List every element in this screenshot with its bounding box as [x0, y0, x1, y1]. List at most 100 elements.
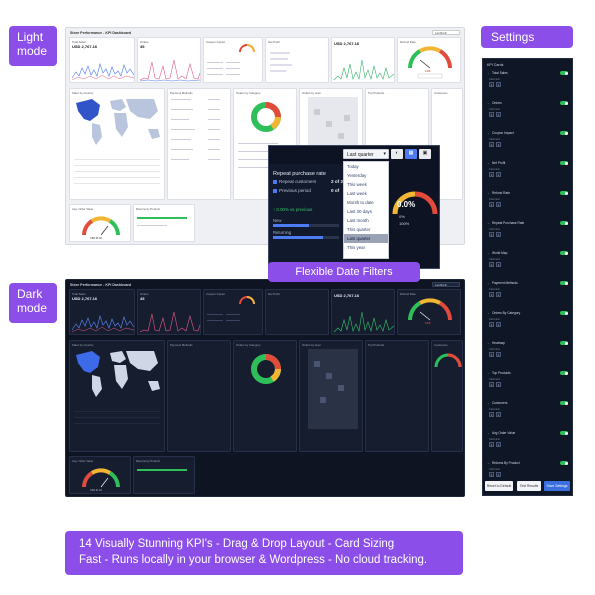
chevron-down-icon[interactable]: ⌄: [487, 461, 490, 465]
card-net-profit-chart[interactable]: USD 2,767.16: [331, 37, 395, 83]
width-stepper[interactable]: 1: [489, 442, 494, 447]
height-stepper[interactable]: 1: [496, 202, 501, 207]
card-net-profit[interactable]: Net Profit: [265, 37, 329, 83]
card-coupon-impact[interactable]: Coupon Impact: [203, 37, 263, 83]
card-payment-methods[interactable]: Payment Methods: [167, 88, 231, 200]
chevron-down-icon[interactable]: ⌄: [487, 341, 490, 345]
card-net-profit-chart[interactable]: USD 2,767.16: [331, 289, 395, 335]
height-stepper[interactable]: 1: [496, 232, 501, 237]
date-range-button[interactable]: Last Month: [432, 30, 460, 35]
settings-item[interactable]: ⌄ World Map Card size 1 1: [487, 251, 570, 273]
settings-item[interactable]: ⌄ Returns By Product Card size 1 1: [487, 461, 570, 483]
height-stepper[interactable]: 1: [496, 172, 501, 177]
height-stepper[interactable]: 1: [496, 292, 501, 297]
calendar-icon[interactable]: ▣: [419, 149, 431, 159]
settings-item[interactable]: ⌄ Customers Card size 1 1: [487, 401, 570, 423]
chevron-down-icon[interactable]: ⌄: [487, 161, 490, 165]
card-returns-by-product[interactable]: Returns by Product: [133, 204, 195, 242]
date-option[interactable]: Last quarter: [344, 234, 388, 243]
reset-default-button[interactable]: Reset to Default: [485, 481, 513, 491]
width-stepper[interactable]: 1: [489, 412, 494, 417]
date-option[interactable]: Last month: [347, 218, 369, 223]
card-top-products[interactable]: Top Products: [365, 340, 429, 452]
card-total-sales[interactable]: Total Sales USD 2,767.16: [69, 289, 135, 335]
width-stepper[interactable]: 1: [489, 232, 494, 237]
card-avg-order-value[interactable]: Avg. Order Value USD 61.49: [69, 204, 131, 242]
chevron-down-icon[interactable]: ⌄: [487, 251, 490, 255]
chevron-down-icon[interactable]: ⌄: [487, 311, 490, 315]
settings-item[interactable]: ⌄ Coupon Impact Card size 1 1: [487, 131, 570, 153]
date-option[interactable]: Month to date: [347, 200, 374, 205]
width-stepper[interactable]: 1: [489, 292, 494, 297]
card-sales-by-country[interactable]: Sales by Country: [69, 88, 165, 200]
height-stepper[interactable]: 1: [496, 442, 501, 447]
card-orders-by-category[interactable]: Orders by Category: [233, 88, 297, 200]
height-stepper[interactable]: 1: [496, 352, 501, 357]
height-stepper[interactable]: 1: [496, 382, 501, 387]
date-option[interactable]: This week: [347, 182, 367, 187]
visibility-toggle[interactable]: [560, 371, 568, 375]
height-stepper[interactable]: 1: [496, 262, 501, 267]
chevron-down-icon[interactable]: ⌄: [487, 281, 490, 285]
visibility-toggle[interactable]: [560, 71, 568, 75]
width-stepper[interactable]: 1: [489, 202, 494, 207]
checkbox-icon[interactable]: [273, 188, 277, 193]
settings-item[interactable]: ⌄ Total Sales Card size 1 1: [487, 71, 570, 93]
visibility-toggle[interactable]: [560, 131, 568, 135]
card-refund-rate[interactable]: Refund Rate 0.0%: [397, 37, 461, 83]
chevron-down-icon[interactable]: ⌄: [487, 221, 490, 225]
height-stepper[interactable]: 1: [496, 472, 501, 477]
settings-item[interactable]: ⌄ Top Products Card size 1 1: [487, 371, 570, 393]
card-sales-by-country[interactable]: Sales by Country: [69, 340, 165, 452]
visibility-toggle[interactable]: [560, 311, 568, 315]
chevron-down-icon[interactable]: ⌄: [487, 371, 490, 375]
height-stepper[interactable]: 1: [496, 322, 501, 327]
visibility-toggle[interactable]: [560, 281, 568, 285]
settings-item[interactable]: ⌄ Payment Methods Card size 1 1: [487, 281, 570, 303]
settings-item[interactable]: ⌄ Orders Card size 1 1: [487, 101, 570, 123]
settings-item[interactable]: ⌄ Refund Rate Card size 1 1: [487, 191, 570, 213]
date-range-select[interactable]: Last quarter ▾: [343, 149, 389, 159]
settings-item[interactable]: ⌄ Avg Order Value Card size 1 1: [487, 431, 570, 453]
settings-item[interactable]: ⌄ Orders By Category Card size 1 1: [487, 311, 570, 333]
height-stepper[interactable]: 1: [496, 112, 501, 117]
card-avg-order-value[interactable]: Avg. Order Value USD 61.49: [69, 456, 131, 494]
chevron-down-icon[interactable]: ⌄: [487, 131, 490, 135]
card-heatmap[interactable]: Orders by Hour: [299, 340, 363, 452]
settings-item[interactable]: ⌄ Repeat Purchase Rate Card size 1 1: [487, 221, 570, 243]
card-orders[interactable]: Orders 45: [137, 289, 201, 335]
date-option[interactable]: Yesterday: [347, 173, 367, 178]
chevron-down-icon[interactable]: ⌄: [487, 401, 490, 405]
visibility-toggle[interactable]: [560, 431, 568, 435]
date-option[interactable]: Today: [347, 164, 359, 169]
compare-toggle-icon[interactable]: ◐: [391, 149, 403, 159]
date-option[interactable]: Last 30 days: [347, 209, 372, 214]
width-stepper[interactable]: 1: [489, 172, 494, 177]
checkbox-icon[interactable]: [273, 179, 277, 184]
date-option[interactable]: This quarter: [347, 227, 371, 232]
width-stepper[interactable]: 1: [489, 112, 494, 117]
width-stepper[interactable]: 1: [489, 352, 494, 357]
visibility-toggle[interactable]: [560, 161, 568, 165]
height-stepper[interactable]: 1: [496, 412, 501, 417]
settings-item[interactable]: ⌄ Heatmap Card size 1 1: [487, 341, 570, 363]
grid-icon[interactable]: ▦: [405, 149, 417, 159]
width-stepper[interactable]: 1: [489, 322, 494, 327]
settings-item[interactable]: ⌄ Net Profit Card size 1 1: [487, 161, 570, 183]
card-coupon-impact[interactable]: Coupon Impact: [203, 289, 263, 335]
visibility-toggle[interactable]: [560, 251, 568, 255]
visibility-toggle[interactable]: [560, 341, 568, 345]
date-range-button[interactable]: Last Month: [432, 282, 460, 287]
card-total-sales[interactable]: Total Sales USD 2,767.16: [69, 37, 135, 83]
card-customers[interactable]: Customers: [431, 340, 463, 452]
chevron-down-icon[interactable]: ⌄: [487, 431, 490, 435]
width-stepper[interactable]: 1: [489, 142, 494, 147]
width-stepper[interactable]: 1: [489, 472, 494, 477]
width-stepper[interactable]: 1: [489, 262, 494, 267]
card-orders-by-category[interactable]: Orders by Category: [233, 340, 297, 452]
chevron-down-icon[interactable]: ⌄: [487, 101, 490, 105]
save-settings-button[interactable]: Save Settings: [544, 481, 570, 491]
card-orders[interactable]: Orders 45: [137, 37, 201, 83]
card-returns-by-product[interactable]: Returns by Product: [133, 456, 195, 494]
test-results-button[interactable]: Test Results: [517, 481, 541, 491]
